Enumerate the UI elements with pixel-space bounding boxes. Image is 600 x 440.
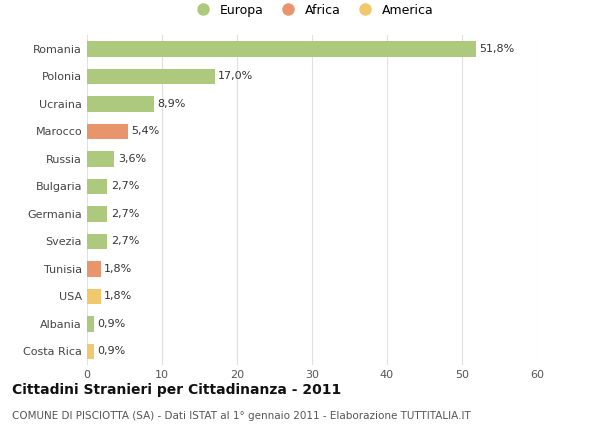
Text: 8,9%: 8,9% (157, 99, 186, 109)
Bar (87, 261, 101, 276)
Bar (87, 344, 94, 359)
Legend: Europa, Africa, America: Europa, Africa, America (185, 0, 439, 22)
Text: 1,8%: 1,8% (104, 264, 133, 274)
Bar (87, 124, 128, 139)
Bar (87, 96, 154, 111)
Bar (87, 234, 107, 249)
Text: COMUNE DI PISCIOTTA (SA) - Dati ISTAT al 1° gennaio 2011 - Elaborazione TUTTITAL: COMUNE DI PISCIOTTA (SA) - Dati ISTAT al… (12, 411, 471, 422)
Bar (87, 206, 107, 221)
Text: 2,7%: 2,7% (111, 236, 139, 246)
Text: 0,9%: 0,9% (97, 346, 126, 356)
Text: 2,7%: 2,7% (111, 181, 139, 191)
Text: 5,4%: 5,4% (131, 126, 160, 136)
Text: 2,7%: 2,7% (111, 209, 139, 219)
Text: Cittadini Stranieri per Cittadinanza - 2011: Cittadini Stranieri per Cittadinanza - 2… (12, 383, 341, 397)
Text: 17,0%: 17,0% (218, 71, 254, 81)
Bar (87, 179, 107, 194)
Text: 51,8%: 51,8% (479, 44, 515, 54)
Text: 0,9%: 0,9% (97, 319, 126, 329)
Text: 3,6%: 3,6% (118, 154, 146, 164)
Bar (87, 41, 476, 56)
Bar (87, 151, 114, 166)
Bar (87, 316, 94, 331)
Bar (87, 69, 215, 84)
Bar (87, 289, 101, 304)
Text: 1,8%: 1,8% (104, 291, 133, 301)
